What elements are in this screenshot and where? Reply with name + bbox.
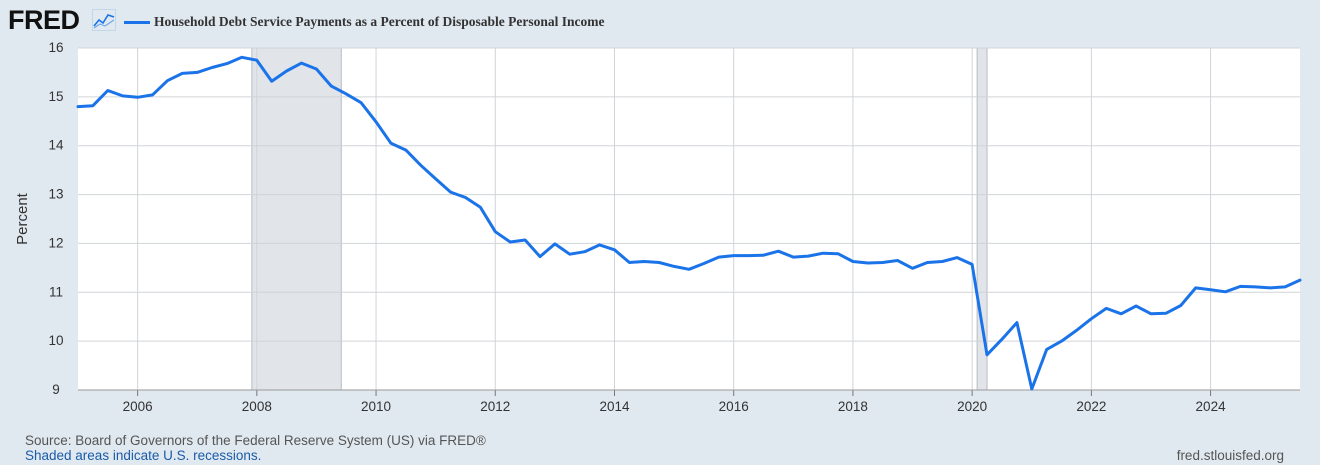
y-tick-label: 15 bbox=[48, 89, 63, 104]
x-tick-label: 2020 bbox=[957, 399, 987, 414]
legend-swatch bbox=[124, 20, 150, 24]
recession-band bbox=[251, 47, 342, 391]
y-tick-label: 9 bbox=[52, 382, 60, 397]
chart-svg: 9 10 11 12 13 14 15 16 2006 2008 2010 2012 2014 2016 2… bbox=[14, 40, 1302, 414]
x-tick-label: 2022 bbox=[1076, 399, 1106, 414]
x-tick-label: 2016 bbox=[719, 399, 749, 414]
series-line bbox=[76, 55, 1302, 391]
y-axis-label: Percent bbox=[14, 192, 31, 245]
x-tick-label: 2010 bbox=[361, 399, 391, 414]
recession-note: Shaded areas indicate U.S. recessions. bbox=[25, 448, 262, 463]
x-tick-label: 2024 bbox=[1196, 399, 1227, 414]
fred-logo[interactable]: FRED bbox=[8, 5, 80, 35]
line-chart-icon bbox=[92, 9, 116, 31]
legend[interactable]: Household Debt Service Payments as a Per… bbox=[124, 12, 604, 32]
fred-url[interactable]: fred.stlouisfed.org bbox=[1176, 448, 1284, 463]
y-tick-label: 16 bbox=[48, 40, 63, 55]
y-tick-label: 14 bbox=[48, 138, 64, 153]
x-tick-label: 2006 bbox=[123, 399, 153, 414]
legend-label: Household Debt Service Payments as a Per… bbox=[154, 14, 605, 29]
y-tick-label: 12 bbox=[48, 235, 63, 250]
y-tick-label: 11 bbox=[49, 284, 63, 299]
x-tick-label: 2014 bbox=[599, 399, 630, 414]
chart-header: FRED Household Debt Service Payments as … bbox=[0, 0, 1320, 44]
x-tick-label: 2008 bbox=[242, 399, 272, 414]
y-tick-label: 13 bbox=[48, 187, 63, 202]
x-tick-label: 2012 bbox=[480, 399, 510, 414]
source-text: Source: Board of Governors of the Federa… bbox=[25, 433, 486, 448]
x-tick-label: 2018 bbox=[838, 399, 868, 414]
y-tick-label: 10 bbox=[48, 333, 63, 348]
